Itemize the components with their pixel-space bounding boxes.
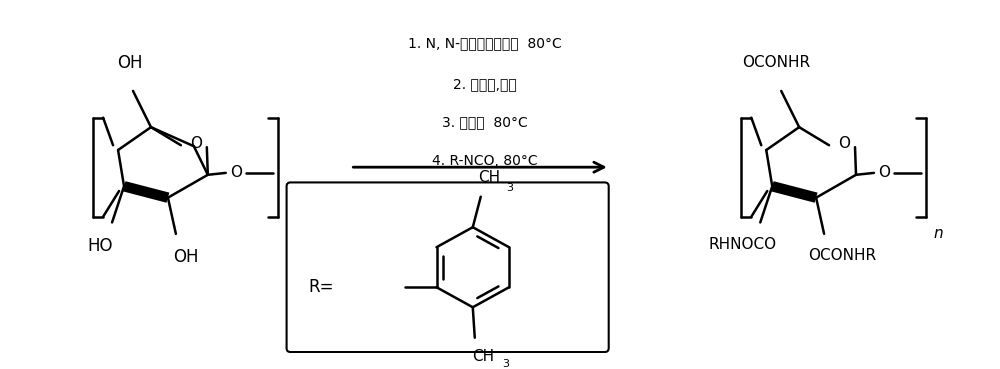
Text: RHNOCO: RHNOCO: [708, 237, 776, 252]
Text: 3: 3: [502, 359, 509, 369]
Text: 1. N, N-二甲基乙酰胺，  80°C: 1. N, N-二甲基乙酰胺， 80°C: [408, 36, 562, 50]
Text: O: O: [878, 165, 890, 180]
Text: 2. 氯化锂,常温: 2. 氯化锂,常温: [453, 77, 517, 91]
Text: O: O: [190, 136, 202, 151]
Text: 4. R-NCO, 80°C: 4. R-NCO, 80°C: [432, 154, 538, 168]
FancyBboxPatch shape: [287, 182, 609, 352]
Text: 3. 吵啊，  80°C: 3. 吵啊， 80°C: [442, 115, 528, 130]
Text: O: O: [838, 136, 850, 151]
Text: OCONHR: OCONHR: [808, 248, 876, 263]
Text: 3: 3: [507, 183, 514, 193]
Polygon shape: [123, 181, 169, 203]
Text: n: n: [286, 226, 295, 241]
Text: HO: HO: [87, 237, 113, 255]
Text: CH: CH: [478, 170, 500, 185]
Text: R=: R=: [309, 278, 334, 296]
Text: O: O: [230, 165, 242, 180]
Polygon shape: [771, 181, 818, 203]
Text: CH: CH: [472, 349, 494, 364]
Text: OH: OH: [117, 54, 143, 72]
Text: OH: OH: [173, 248, 199, 266]
Text: n: n: [934, 226, 943, 241]
Text: OCONHR: OCONHR: [742, 55, 810, 70]
